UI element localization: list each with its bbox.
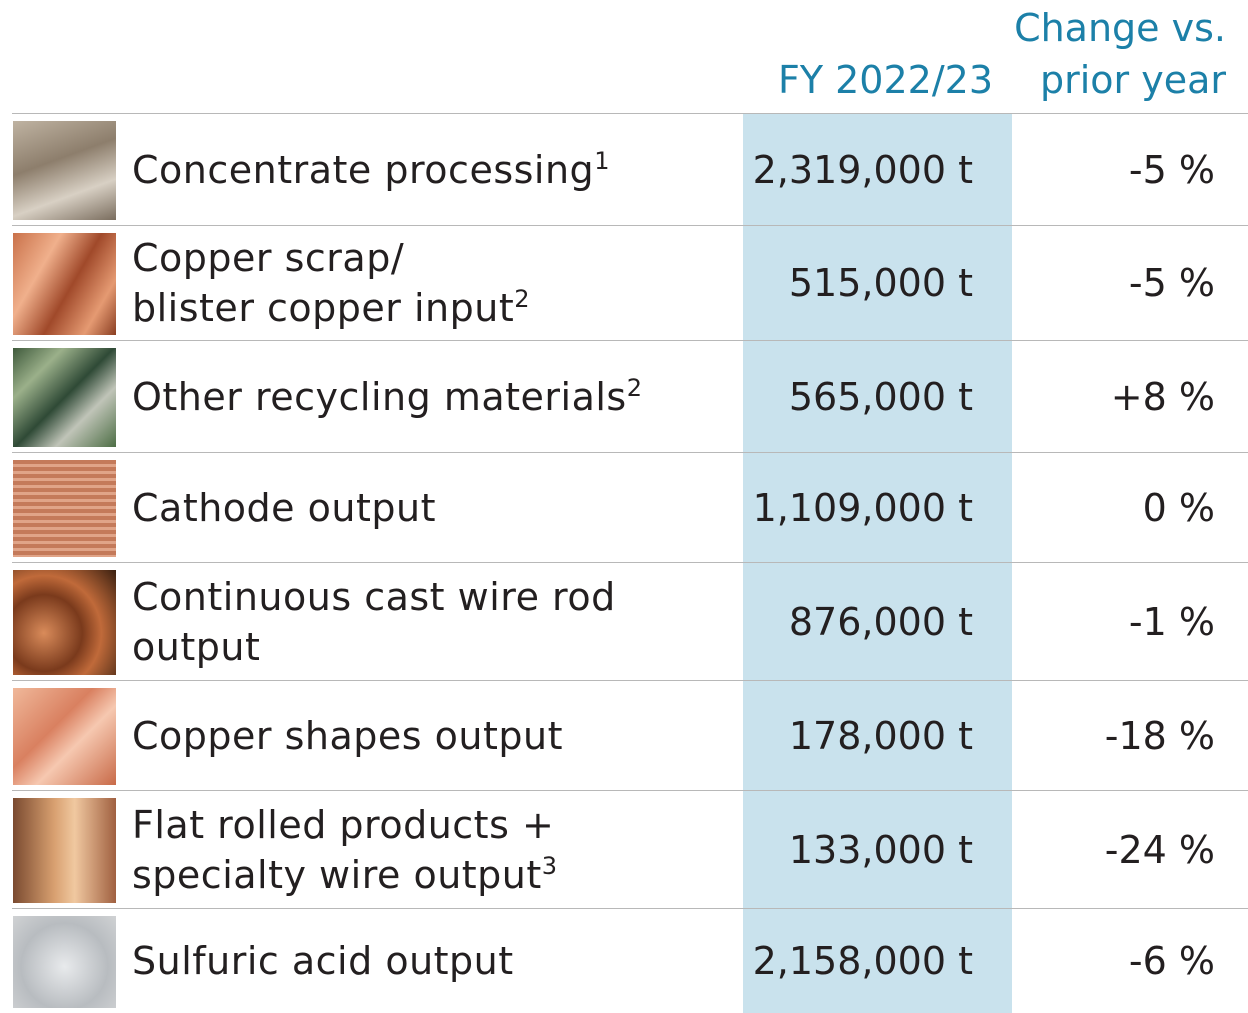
label-text: Cathode output (132, 485, 436, 530)
row-image (13, 233, 116, 335)
header-line: prior year (1039, 58, 1226, 102)
row-image (13, 688, 116, 785)
row-change: -24 % (1104, 827, 1215, 872)
row-label: Copper scrap/blister copper input2 (132, 233, 530, 333)
footnote-mark: 2 (626, 373, 643, 402)
row-change: -6 % (1128, 939, 1215, 983)
row-value: 178,000 t (788, 713, 973, 758)
row-label: Concentrate processing1 (132, 145, 610, 195)
label-line: Copper scrap/ (132, 233, 530, 283)
row-change: 0 % (1142, 485, 1215, 530)
row-image (13, 348, 116, 447)
table-row: Sulfuric acid output 2,158,000 t -6 % (12, 908, 1248, 1013)
table-row: Copper shapes output 178,000 t -18 % (12, 680, 1248, 790)
label-text: Continuous cast wire rod (132, 574, 616, 619)
label-line: Cathode output (132, 483, 436, 533)
label-text: Copper scrap/ (132, 236, 405, 280)
row-value: 2,158,000 t (752, 939, 973, 983)
label-line: Other recycling materials2 (132, 372, 643, 422)
row-change: +8 % (1110, 374, 1215, 419)
label-text: Sulfuric acid output (132, 939, 514, 983)
row-value: 133,000 t (788, 827, 973, 872)
row-image (13, 460, 116, 557)
row-label: Other recycling materials2 (132, 372, 643, 422)
label-text: Other recycling materials (132, 374, 627, 419)
label-line: Sulfuric acid output (132, 936, 514, 986)
label-text: Flat rolled products + (132, 802, 555, 847)
label-text: blister copper input (132, 286, 515, 330)
row-value: 2,319,000 t (752, 147, 973, 192)
row-label: Flat rolled products + specialty wire out… (132, 800, 558, 900)
footnote-mark: 3 (541, 851, 558, 880)
label-line: blister copper input2 (132, 283, 530, 333)
row-change: -18 % (1104, 713, 1215, 758)
label-line: output (132, 622, 616, 672)
label-line: Concentrate processing1 (132, 145, 610, 195)
column-highlight (743, 113, 1012, 1013)
row-value: 1,109,000 t (752, 485, 973, 530)
row-image (13, 916, 116, 1008)
table-row: Cathode output 1,109,000 t 0 % (12, 452, 1248, 562)
label-text: Copper shapes output (132, 713, 563, 758)
table-row: Copper scrap/blister copper input2 515,00… (12, 225, 1248, 340)
label-line: Copper shapes output (132, 711, 563, 761)
row-label: Cathode output (132, 483, 436, 533)
label-line: specialty wire output3 (132, 850, 558, 900)
row-label: Sulfuric acid output (132, 936, 514, 986)
row-image (13, 798, 116, 903)
label-text: Concentrate processing (132, 147, 595, 192)
row-label: Copper shapes output (132, 711, 563, 761)
table-row: Concentrate processing1 2,319,000 t -5 % (12, 113, 1248, 225)
header-line: Change vs. (1014, 6, 1226, 50)
table-row: Other recycling materials2 565,000 t +8 % (12, 340, 1248, 452)
table-row: Continuous cast wire rod output 876,000 t -… (12, 562, 1248, 680)
footnote-mark: 2 (514, 285, 531, 313)
label-line: Flat rolled products + (132, 800, 558, 850)
row-image (13, 570, 116, 675)
label-text: output (132, 624, 261, 669)
label-text: specialty wire output (132, 852, 542, 897)
row-change: -5 % (1128, 261, 1215, 305)
footnote-mark: 1 (594, 146, 610, 175)
table-row: Flat rolled products + specialty wire out… (12, 790, 1248, 908)
value-header: FY 2022/23 (777, 58, 993, 102)
row-value: 515,000 t (788, 261, 973, 305)
row-change: -5 % (1128, 147, 1215, 192)
row-label: Continuous cast wire rod output (132, 572, 616, 672)
row-image (13, 121, 116, 220)
row-value: 876,000 t (788, 599, 973, 644)
label-line: Continuous cast wire rod (132, 572, 616, 622)
row-value: 565,000 t (788, 374, 973, 419)
change-header: Change vs. prior year (1014, 2, 1226, 106)
row-change: -1 % (1128, 599, 1215, 644)
